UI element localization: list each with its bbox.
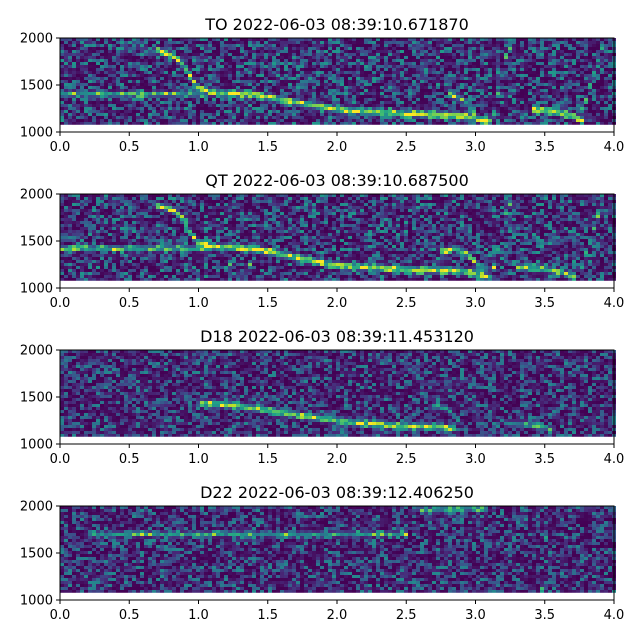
panel-title: D22 2022-06-03 08:39:12.406250 (200, 483, 474, 502)
x-tick-label: 2.5 (396, 140, 417, 155)
heatmap-cells (60, 194, 616, 281)
x-tick-label: 4.0 (604, 452, 625, 467)
x-tick-label: 2.0 (327, 608, 348, 623)
x-tick-label: 2.5 (396, 296, 417, 311)
y-tick-label: 2000 (20, 344, 53, 359)
y-tick-label: 1500 (20, 391, 53, 406)
y-tick-label: 2000 (20, 32, 53, 47)
x-tick-label: 4.0 (604, 296, 625, 311)
y-tick-label: 1000 (20, 438, 53, 453)
x-tick-label: 3.5 (534, 452, 555, 467)
x-tick-label: 0.5 (119, 452, 140, 467)
x-tick-label: 1.5 (257, 608, 278, 623)
x-tick-label: 2.5 (396, 608, 417, 623)
x-tick-label: 2.0 (327, 140, 348, 155)
x-tick-label: 1.0 (188, 608, 209, 623)
x-tick-label: 2.0 (327, 296, 348, 311)
spectrogram-panel-3: D18 2022-06-03 08:39:11.453120 0.0 0.5 1.0 1… (20, 327, 624, 467)
panel-title: D18 2022-06-03 08:39:11.453120 (200, 327, 474, 346)
panel-title: QT 2022-06-03 08:39:10.687500 (205, 171, 469, 190)
x-tick-label: 3.0 (465, 608, 486, 623)
x-tick-label: 0.5 (119, 608, 140, 623)
x-tick-label: 0.5 (119, 140, 140, 155)
spectrogram-panel-2: QT 2022-06-03 08:39:10.687500 0.0 0.5 1.0 1.… (20, 171, 624, 311)
x-tick-label: 3.5 (534, 296, 555, 311)
y-tick-label: 1000 (20, 126, 53, 141)
x-tick-label: 3.0 (465, 296, 486, 311)
x-tick-label: 1.0 (188, 140, 209, 155)
x-tick-label: 4.0 (604, 140, 625, 155)
y-tick-label: 1000 (20, 282, 53, 297)
y-tick-label: 1500 (20, 547, 53, 562)
spectrogram-panel-4: D22 2022-06-03 08:39:12.406250 0.0 0.5 1.0 1… (20, 483, 624, 623)
x-tick-label: 3.5 (534, 140, 555, 155)
y-tick-label: 1500 (20, 235, 53, 250)
x-tick-label: 0.0 (50, 452, 71, 467)
x-tick-label: 2.0 (327, 452, 348, 467)
heatmap-cells (60, 506, 616, 593)
x-tick-label: 1.5 (257, 452, 278, 467)
x-tick-label: 0.0 (50, 608, 71, 623)
x-tick-label: 1.0 (188, 452, 209, 467)
y-tick-label: 2000 (20, 500, 53, 515)
x-tick-label: 3.0 (465, 452, 486, 467)
x-tick-label: 0.0 (50, 296, 71, 311)
x-tick-label: 1.0 (188, 296, 209, 311)
x-tick-label: 0.0 (50, 140, 71, 155)
x-tick-label: 2.5 (396, 452, 417, 467)
x-tick-label: 3.0 (465, 140, 486, 155)
heatmap-cells (60, 350, 616, 437)
x-tick-label: 1.5 (257, 296, 278, 311)
y-tick-label: 2000 (20, 188, 53, 203)
heatmap-cells (60, 38, 616, 125)
panel-title: TO 2022-06-03 08:39:10.671870 (204, 15, 469, 34)
y-tick-label: 1000 (20, 594, 53, 609)
spectrogram-panel-1: TO 2022-06-03 08:39:10.671870 0.0 0.5 1.0 1.… (20, 15, 624, 155)
x-tick-label: 1.5 (257, 140, 278, 155)
x-tick-label: 0.5 (119, 296, 140, 311)
x-tick-label: 4.0 (604, 608, 625, 623)
x-tick-label: 3.5 (534, 608, 555, 623)
y-tick-label: 1500 (20, 79, 53, 94)
